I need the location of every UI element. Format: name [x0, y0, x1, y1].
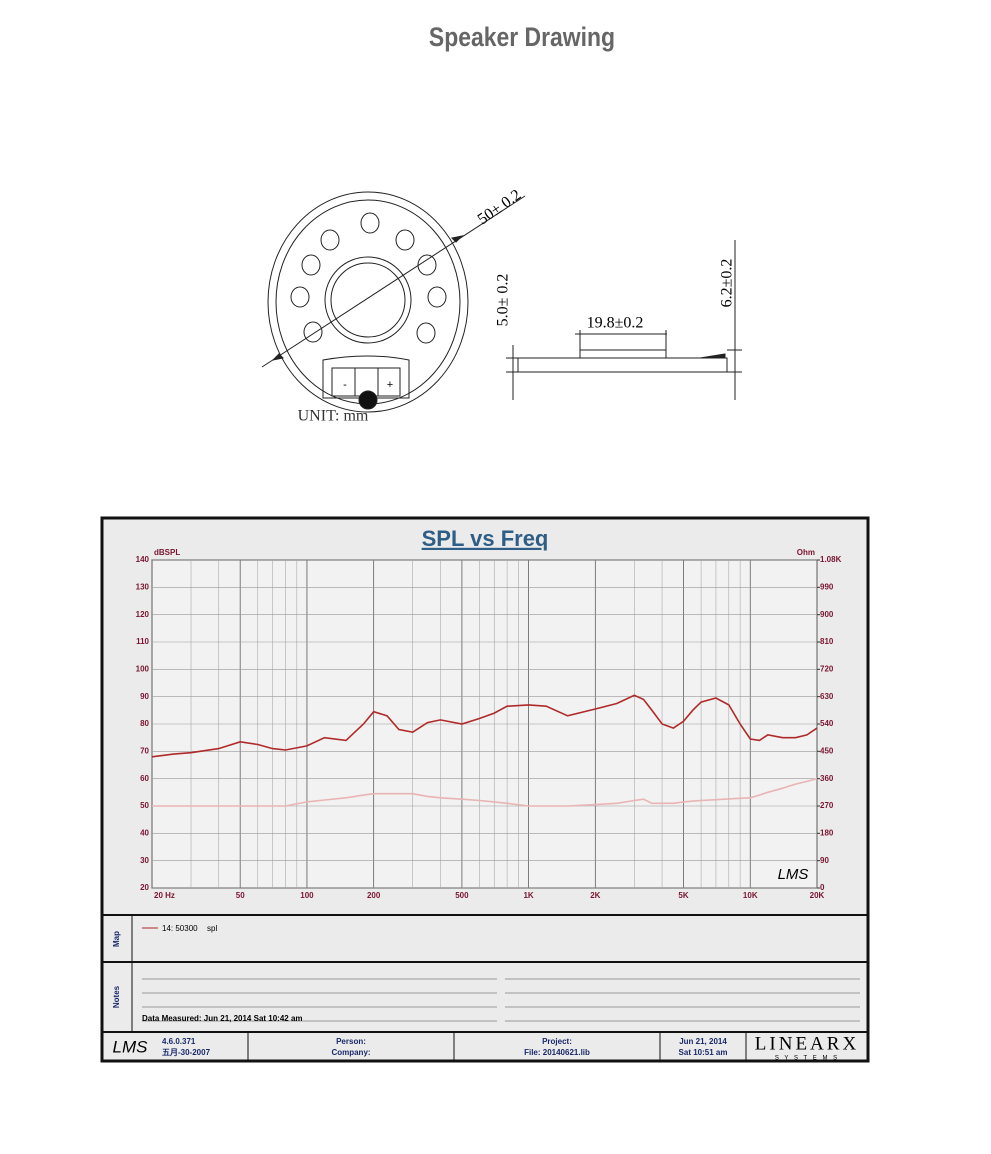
y2-tick-label: 360 — [820, 774, 834, 783]
x-tick-label: 1K — [523, 891, 533, 900]
unit-note: UNIT: mm — [298, 408, 369, 425]
y2-tick-label: 810 — [820, 637, 834, 646]
lms-report — [100, 516, 870, 1063]
speaker-drawing — [261, 191, 742, 413]
y2-tick-label: 270 — [820, 801, 834, 810]
dim-height: 6.2±0.2 — [719, 259, 736, 308]
y2-tick-label: 0 — [820, 883, 825, 892]
x-tick-label: 20K — [810, 891, 825, 900]
y-tick-label: 30 — [140, 856, 149, 865]
y-tick-label: 120 — [136, 610, 150, 619]
y-tick-label: 60 — [140, 774, 149, 783]
legend-label: 14: 50300 — [162, 924, 198, 933]
y2-tick-label: 630 — [820, 692, 834, 701]
time: Sat 10:51 am — [679, 1048, 728, 1057]
dim-thickness: 5.0± 0.2 — [495, 274, 512, 327]
x-tick-label: 2K — [590, 891, 600, 900]
y2-axis-label: Ohm — [797, 548, 815, 557]
y2-tick-label: 90 — [820, 856, 829, 865]
y-tick-label: 50 — [140, 801, 149, 810]
x-tick-label: 50 — [236, 891, 245, 900]
page-title: Speaker Drawing — [429, 22, 615, 52]
dim-diameter: 50± 0.2 — [475, 186, 525, 228]
date: Jun 21, 2014 — [679, 1037, 727, 1046]
y2-tick-label: 540 — [820, 719, 834, 728]
series-line — [151, 694, 818, 758]
x-tick-label: 100 — [300, 891, 314, 900]
version-date: 五月-30-2007 — [162, 1048, 211, 1057]
y-tick-label: 100 — [136, 664, 150, 673]
series-line — [152, 777, 818, 807]
project: Project: — [542, 1037, 572, 1046]
chart-title: SPL vs Freq — [422, 526, 549, 551]
y-tick-label: 40 — [140, 828, 149, 837]
y-tick-label: 20 — [140, 883, 149, 892]
map-label: Map — [112, 931, 121, 947]
y2-tick-label: 720 — [820, 664, 834, 673]
watermark: LMS — [778, 866, 809, 883]
plot: 20 Hz 50 100 200 500 1K 2K 5K 10K 20K 20 30 40 50 60 70… — [136, 555, 842, 900]
y-tick-label: 130 — [136, 582, 150, 591]
y-tick-label: 70 — [140, 746, 149, 755]
x-tick-label: 500 — [455, 891, 469, 900]
company: Company: — [331, 1048, 370, 1057]
y-tick-label: 90 — [140, 692, 149, 701]
y2-tick-label: 450 — [820, 746, 834, 755]
measured: Data Measured: Jun 21, 2014 Sat 10:42 am — [142, 1014, 303, 1023]
dim-dome: 19.8±0.2 — [587, 315, 644, 332]
footer-logo: LMS — [113, 1037, 149, 1056]
notes-label: Notes — [112, 985, 121, 1008]
y-tick-label: 80 — [140, 719, 149, 728]
version: 4.6.0.371 — [162, 1037, 196, 1046]
y2-tick-label: 900 — [820, 610, 834, 619]
y2-tick-label: 990 — [820, 582, 834, 591]
legend-unit: spl — [207, 924, 217, 933]
y2-tick-label: 1.08K — [820, 555, 842, 564]
terminal-minus: - — [343, 379, 347, 391]
y-tick-label: 110 — [136, 637, 149, 646]
y-tick-label: 140 — [136, 555, 150, 564]
person: Person: — [336, 1037, 366, 1046]
brand: LINEARX — [755, 1033, 859, 1054]
terminal-plus: + — [387, 379, 393, 391]
brand-sub: S Y S T E M S — [775, 1056, 839, 1062]
x-tick-label: 20 Hz — [154, 891, 175, 900]
y-axis-label: dBSPL — [154, 548, 180, 557]
x-tick-label: 200 — [367, 891, 381, 900]
file: File: 20140621.lib — [524, 1048, 590, 1057]
x-tick-label: 5K — [678, 891, 688, 900]
y2-tick-label: 180 — [820, 828, 834, 837]
x-tick-label: 10K — [743, 891, 758, 900]
